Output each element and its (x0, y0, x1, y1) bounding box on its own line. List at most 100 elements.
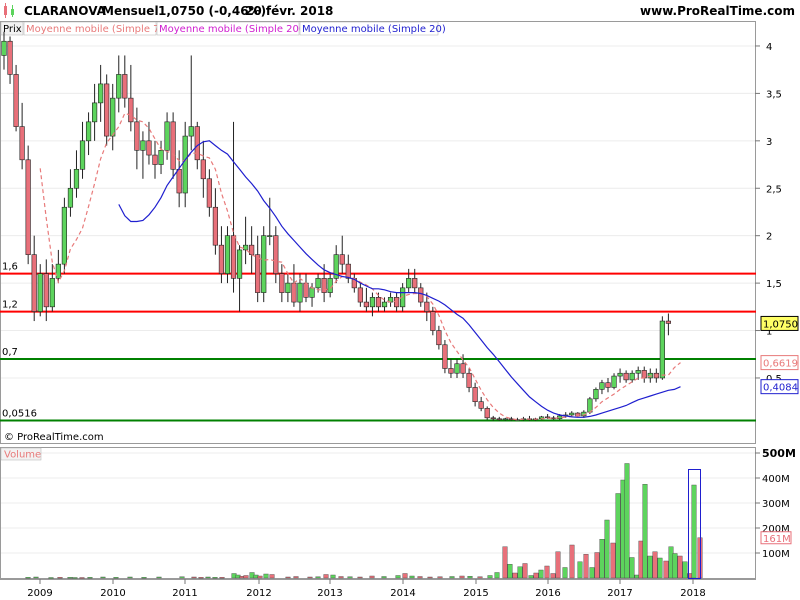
volume-axis: 500M 400M 300M 200M 100M (755, 447, 796, 560)
candle-body (55, 263, 61, 279)
candle-body (333, 254, 339, 279)
candle-body (629, 372, 635, 381)
candle-body (98, 83, 104, 104)
candle-body (363, 301, 370, 308)
volume-tick-label: 200M (762, 524, 790, 535)
volume-bar (219, 577, 225, 579)
candle-body (170, 121, 176, 170)
x-tick-label: 2011 (172, 588, 197, 599)
candle-body (61, 206, 67, 265)
candle-body (279, 273, 285, 293)
candle-body (164, 121, 170, 151)
candle-body (267, 235, 273, 237)
volume-bar (293, 576, 299, 579)
price-tick-label: 3,5 (766, 89, 782, 100)
volume-bar (610, 542, 616, 579)
volume-bar (357, 576, 363, 579)
x-tick-label: 2016 (535, 588, 560, 599)
volume-bar (544, 565, 550, 579)
volume-bar (677, 555, 683, 579)
candle-body (406, 278, 412, 289)
volume-highlight-box (688, 469, 701, 579)
candle-body (200, 159, 206, 180)
volume-bar (569, 544, 575, 579)
volume-bar (642, 484, 648, 579)
candle-body (309, 287, 315, 298)
volume-bar (657, 557, 663, 579)
candle-body (375, 297, 382, 308)
candle-body (472, 387, 478, 402)
volume-bar (517, 566, 523, 579)
volume-tag-box (760, 531, 792, 545)
volume-bar (449, 576, 455, 579)
volume-bar (72, 577, 78, 579)
price-tags: 1,0750 0,6619 0,4084 (760, 315, 799, 395)
volume-bar (198, 577, 204, 579)
volume-bar (179, 576, 185, 579)
volume-bar (79, 577, 85, 579)
price-tag-box (760, 355, 799, 371)
legend-ma20[interactable]: Moyenne mobile (Simple 20) (302, 24, 446, 35)
volume-bar (257, 575, 263, 579)
candle-body (478, 401, 484, 409)
candle-body (345, 263, 351, 279)
volume-bar (323, 574, 329, 579)
volume-bar (263, 573, 269, 579)
volume-bar (604, 519, 610, 579)
volume-bar (212, 577, 218, 579)
candle-body (605, 382, 611, 388)
candle-body (67, 187, 74, 208)
candle-body (315, 278, 321, 289)
volume-bars (25, 463, 703, 579)
volume-bar (550, 573, 556, 579)
volume-bar (330, 574, 336, 579)
volume-label[interactable]: Volume (4, 450, 41, 461)
site-link[interactable]: www.ProRealTime.com (640, 4, 795, 18)
price-tag-box (760, 315, 799, 331)
candle-body (641, 370, 647, 379)
price-tag-label: 0,4084 (763, 383, 798, 394)
volume-bar (269, 574, 275, 579)
candle-body (236, 249, 243, 279)
volume-bar (672, 553, 678, 579)
candle-body (255, 254, 261, 293)
candle-body (212, 206, 219, 246)
volume-bar (369, 575, 375, 579)
candle-body (442, 344, 448, 369)
legend-ma7[interactable]: Moyenne mobile (Simple 7) (26, 24, 164, 35)
copyright: © ProRealTime.com (4, 432, 104, 443)
volume-bar (437, 576, 443, 579)
volume-bar (652, 551, 658, 579)
candle-body (85, 121, 92, 142)
volume-bar (191, 576, 197, 579)
volume-bar (647, 555, 653, 579)
candle-body (502, 418, 508, 421)
candle-body (146, 140, 152, 156)
candle-body (285, 282, 291, 293)
price-tick-label: 2 (766, 232, 772, 243)
candle-body (617, 372, 623, 377)
candle-body (49, 278, 55, 308)
x-tick-label: 2009 (27, 588, 52, 599)
candle-body (134, 121, 140, 151)
candle-body (291, 282, 297, 303)
volume-bar (494, 572, 500, 579)
legend-prix[interactable]: Prix (3, 24, 22, 35)
volume-bar (487, 575, 493, 579)
moving-averages (39, 112, 681, 421)
candle-body (659, 320, 665, 379)
volume-bar (57, 577, 63, 579)
price-tag-label: 1,0750 (763, 319, 798, 330)
price-tick-label: 1 (766, 327, 772, 338)
legend: Prix Moyenne mobile (Simple 7) Moyenne m… (0, 21, 446, 36)
candle-body (79, 140, 86, 170)
candle-body (104, 83, 110, 137)
volume-bar (528, 575, 534, 579)
quote-value: 1,0750 (-0,46%) (158, 4, 266, 18)
legend-ma200[interactable]: Moyenne mobile (Simple 200) (159, 24, 309, 35)
candle-body (140, 140, 146, 151)
volume-bar (467, 576, 473, 579)
volume-bar (409, 575, 415, 579)
price-tick-label: 3 (766, 137, 772, 148)
